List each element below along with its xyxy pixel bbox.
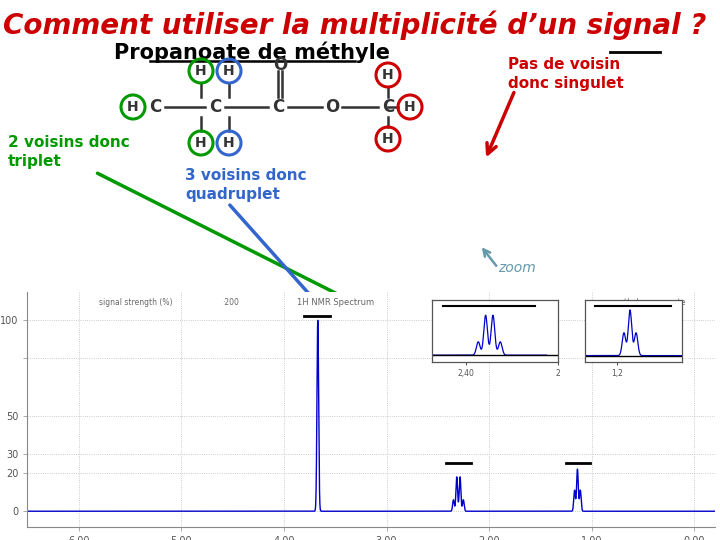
- Text: O: O: [273, 56, 287, 74]
- Text: C: C: [272, 98, 284, 116]
- Text: H: H: [195, 136, 207, 150]
- Text: C: C: [149, 98, 161, 116]
- Text: Pas de voisin
donc singulet: Pas de voisin donc singulet: [508, 57, 624, 91]
- Text: C: C: [382, 98, 394, 116]
- Text: Comment utiliser la multiplicité d’un signal ?: Comment utiliser la multiplicité d’un si…: [4, 10, 707, 40]
- Text: signal strength (%): signal strength (%): [99, 298, 173, 307]
- Text: zoom: zoom: [618, 293, 656, 307]
- Text: Propanoate de méthyle: Propanoate de méthyle: [114, 41, 390, 63]
- Text: ·200: ·200: [222, 298, 239, 307]
- Text: H: H: [223, 64, 235, 78]
- Text: H: H: [127, 100, 139, 114]
- Text: H: H: [382, 132, 394, 146]
- Text: 1H NMR Spectrum: 1H NMR Spectrum: [297, 298, 374, 307]
- Text: C: C: [209, 98, 221, 116]
- Text: H: H: [382, 68, 394, 82]
- Text: 3 voisins donc
quadruplet: 3 voisins donc quadruplet: [185, 167, 307, 202]
- Text: methyl propanoate: methyl propanoate: [612, 298, 685, 307]
- Text: H: H: [195, 64, 207, 78]
- Text: H: H: [223, 136, 235, 150]
- Text: H: H: [404, 100, 416, 114]
- Text: 2 voisins donc
triplet: 2 voisins donc triplet: [8, 134, 130, 170]
- Text: zoom: zoom: [498, 261, 536, 275]
- Text: O: O: [325, 98, 339, 116]
